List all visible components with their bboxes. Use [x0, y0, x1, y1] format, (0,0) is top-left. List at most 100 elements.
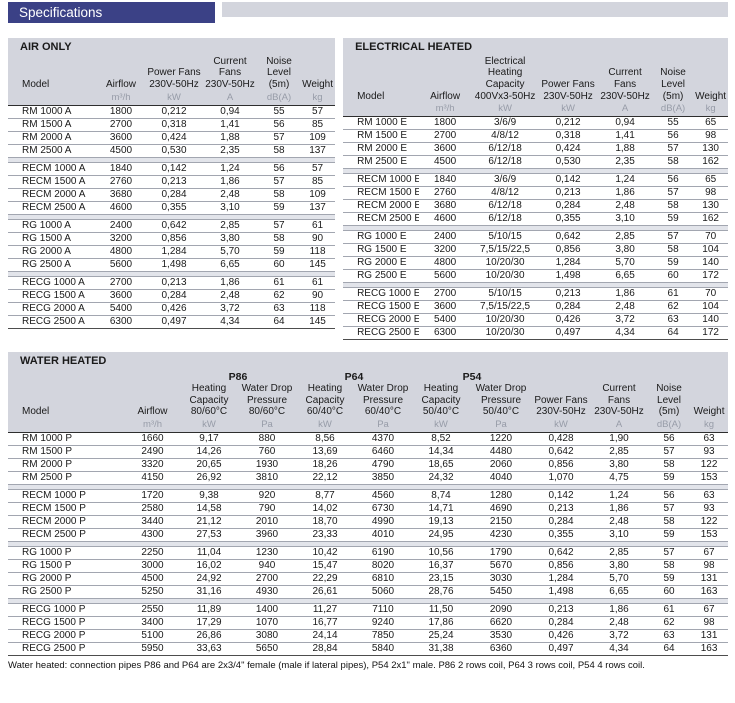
model-cell: RM 2000 E [343, 142, 420, 156]
value-cell: 0,642 [532, 545, 590, 560]
value-cell: 3320 [125, 457, 180, 472]
table-row: RG 1500 P 3000 16,02 940 15,47 8020 16,37 5670 0… [8, 558, 729, 573]
value-cell: 6730 [354, 501, 412, 516]
value-cell: 57 [258, 130, 300, 145]
value-cell: 3,10 [202, 200, 258, 215]
value-cell: 22,29 [296, 571, 354, 586]
value-cell: 137 [300, 200, 336, 215]
model-cell: RG 1000 A [8, 218, 96, 233]
unit-label: m³/h [419, 102, 472, 118]
value-cell: 3600 [96, 130, 146, 145]
table-title: AIR ONLY [8, 38, 336, 56]
value-cell: 19,13 [412, 514, 470, 529]
value-cell: 8,56 [296, 431, 354, 446]
value-cell: 26,61 [296, 584, 354, 599]
value-cell: 60 [648, 584, 690, 599]
value-cell: 3530 [470, 628, 532, 643]
value-cell: 3,72 [590, 628, 648, 643]
value-cell: 3850 [354, 470, 412, 485]
value-cell: 1,498 [146, 257, 202, 272]
value-cell: 4790 [354, 457, 412, 472]
value-cell: 153 [690, 470, 729, 485]
value-cell: 2400 [96, 218, 146, 233]
unit-label: kg [690, 417, 729, 433]
value-cell: 14,02 [296, 501, 354, 516]
unit-label: kW [471, 102, 540, 118]
value-cell: 28,76 [412, 584, 470, 599]
table-row: RM 2500 A 4500 0,530 2,35 58 137 [8, 143, 336, 158]
model-cell: RECM 2000 A [8, 187, 96, 202]
value-cell: 57 [648, 501, 690, 516]
value-cell: 8,74 [412, 488, 470, 503]
coil-group-header: P54 [412, 369, 532, 384]
value-cell: 2490 [125, 444, 180, 459]
table-row: RM 1500 A 2700 0,318 1,41 56 85 [8, 117, 336, 132]
table-row: RM 1000 P 1660 9,17 880 8,56 4370 8,52 1220 0,42… [8, 431, 729, 446]
value-cell: 4150 [125, 470, 180, 485]
table-row: RG 1000 A 2400 0,642 2,85 57 61 [8, 218, 336, 233]
column-header: Current Fans 230V-50Hz [590, 383, 648, 418]
model-cell: RG 2500 P [8, 584, 125, 599]
model-cell: RECG 2500 P [8, 641, 125, 656]
value-cell: 0,284 [532, 615, 590, 630]
value-cell: 1,284 [532, 571, 590, 586]
value-cell: 93 [690, 501, 729, 516]
value-cell: 59 [258, 200, 300, 215]
value-cell: 5670 [470, 558, 532, 573]
value-cell: 10/20/30 [471, 256, 540, 270]
value-cell: 25,24 [412, 628, 470, 643]
unit-label: kW [532, 417, 590, 433]
value-cell: 153 [690, 527, 729, 542]
model-cell: RM 2500 E [343, 155, 420, 169]
value-cell: 0,284 [146, 288, 202, 303]
value-cell: 6810 [354, 571, 412, 586]
value-cell: 172 [693, 269, 729, 283]
value-cell: 57 [300, 161, 336, 176]
value-cell: 59 [648, 527, 690, 542]
unit-label: m³/h [96, 90, 146, 106]
page-header: Specifications [8, 2, 728, 23]
value-cell: 2,85 [202, 218, 258, 233]
group-row-spacer [125, 369, 180, 384]
value-cell: 24,95 [412, 527, 470, 542]
value-cell: 3440 [125, 514, 180, 529]
value-cell: 98 [693, 186, 729, 200]
value-cell: 13,69 [296, 444, 354, 459]
value-cell: 61 [300, 275, 336, 290]
value-cell: 61 [648, 602, 690, 617]
value-cell: 0,213 [532, 602, 590, 617]
value-cell: 98 [693, 129, 729, 143]
value-cell: 1,284 [539, 256, 598, 270]
value-cell: 5,70 [590, 571, 648, 586]
column-header: Model [8, 383, 125, 418]
value-cell: 4600 [96, 200, 146, 215]
model-cell: RG 2000 A [8, 244, 96, 259]
value-cell: 3600 [419, 142, 472, 156]
model-cell: RG 2000 P [8, 571, 125, 586]
value-cell: 145 [300, 314, 336, 329]
value-cell: 4230 [470, 527, 532, 542]
value-cell: 3,72 [597, 313, 654, 327]
value-cell: 26,92 [180, 470, 238, 485]
unit-label: kg [300, 90, 336, 106]
group-separator [8, 270, 336, 277]
value-cell: 0,94 [202, 104, 258, 119]
value-cell: 61 [258, 275, 300, 290]
value-cell: 1720 [125, 488, 180, 503]
value-cell: 3000 [125, 558, 180, 573]
table-row: RECG 1500 A 3600 0,284 2,48 62 90 [8, 288, 336, 303]
value-cell: 6,65 [202, 257, 258, 272]
value-cell: 0,355 [532, 527, 590, 542]
value-cell: 162 [693, 212, 729, 226]
value-cell: 6,65 [597, 269, 654, 283]
value-cell: 5/10/15 [471, 287, 540, 301]
table-row: RG 1000 P 2250 11,04 1230 10,42 6190 10,56 1790… [8, 545, 729, 560]
value-cell: 98 [690, 558, 729, 573]
value-cell: 58 [648, 457, 690, 472]
model-cell: RECG 1500 E [343, 300, 420, 314]
value-cell: 70 [693, 230, 729, 244]
value-cell: 4,34 [202, 314, 258, 329]
model-cell: RECM 2500 P [8, 527, 125, 542]
value-cell: 2,48 [597, 300, 654, 314]
value-cell: 0,284 [146, 187, 202, 202]
